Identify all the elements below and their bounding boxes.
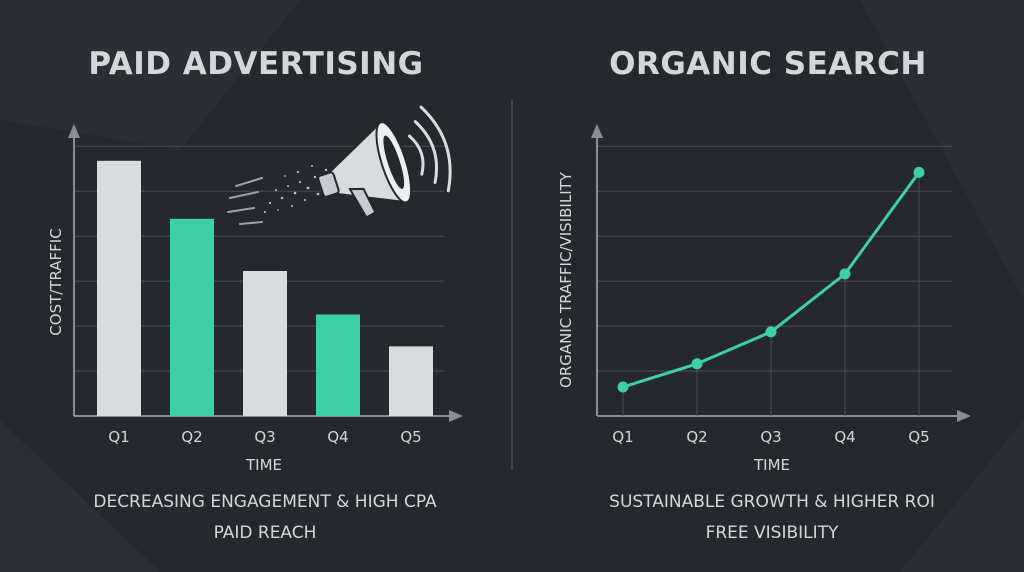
megaphone-icon	[227, 105, 452, 225]
megaphone-soundwave	[419, 105, 452, 193]
paid-caption-line-1: DECREASING ENGAGEMENT & HIGH CPA	[93, 492, 437, 512]
megaphone-bell-inner	[383, 135, 405, 189]
x-tick-label: Q5	[908, 428, 929, 446]
organic-caption-line-2: FREE VISIBILITY	[706, 523, 839, 543]
bg-facet	[0, 420, 160, 572]
x-tick-label: Q3	[760, 428, 781, 446]
bar-q5	[389, 346, 433, 416]
organic-chart-title: ORGANIC SEARCH	[609, 46, 927, 82]
organic-y-axis-arrow	[591, 124, 603, 138]
x-tick-label: Q4	[327, 428, 348, 446]
organic-x-axis-title: TIME	[753, 456, 790, 474]
megaphone-handle	[348, 187, 377, 219]
x-tick-label: Q2	[686, 428, 707, 446]
x-tick-label: Q4	[834, 428, 855, 446]
x-tick-label: Q3	[254, 428, 275, 446]
bar-q1	[97, 160, 141, 416]
organic-gridlines	[597, 145, 952, 372]
paid-chart-title: PAID ADVERTISING	[88, 46, 423, 82]
megaphone-soundwave	[407, 134, 425, 176]
megaphone-soundwave	[413, 120, 439, 185]
bg-facet	[0, 0, 300, 150]
point-q2	[691, 358, 703, 370]
paid-x-axis-title: TIME	[245, 456, 282, 474]
organic-x-axis-arrow	[957, 410, 971, 422]
x-tick-label: Q1	[612, 428, 633, 446]
organic-y-axis-title: ORGANIC TRAFFIC/VISIBILITY	[557, 171, 575, 388]
bar-q3	[243, 271, 287, 416]
organic-caption-line-1: SUSTAINABLE GROWTH & HIGHER ROI	[609, 492, 935, 512]
bg-facet	[900, 420, 1024, 572]
point-q3	[765, 326, 777, 338]
bg-facet	[860, 0, 1024, 300]
paid-x-axis-arrow	[449, 410, 463, 422]
x-tick-label: Q1	[108, 428, 129, 446]
megaphone-speed-lines	[227, 177, 263, 225]
point-q5	[913, 166, 925, 178]
point-q1	[617, 381, 629, 393]
organic-x-ticks: Q1 Q2 Q3 Q4 Q5	[612, 428, 929, 446]
paid-x-ticks: Q1 Q2 Q3 Q4 Q5	[108, 428, 421, 446]
organic-points	[617, 166, 925, 393]
megaphone-mouthpiece	[317, 171, 340, 198]
organic-drop-guides	[622, 172, 920, 416]
bar-q2	[170, 218, 214, 416]
paid-bars	[97, 160, 433, 416]
paid-advertising-panel: PAID ADVERTISING Q1 Q2 Q3 Q4 Q5 TIME COST/TR…	[47, 46, 463, 543]
point-q4	[839, 268, 851, 280]
x-tick-label: Q2	[181, 428, 202, 446]
paid-caption-line-2: PAID REACH	[214, 523, 317, 543]
bar-q4	[316, 314, 360, 416]
organic-search-panel: ORGANIC SEARCH Q1 Q2 Q3 Q4 Q5 TIME ORGANIC T…	[557, 46, 971, 543]
paid-y-axis-title: COST/TRAFFIC	[47, 228, 65, 335]
x-tick-label: Q5	[400, 428, 421, 446]
paid-y-axis-arrow	[68, 124, 80, 138]
